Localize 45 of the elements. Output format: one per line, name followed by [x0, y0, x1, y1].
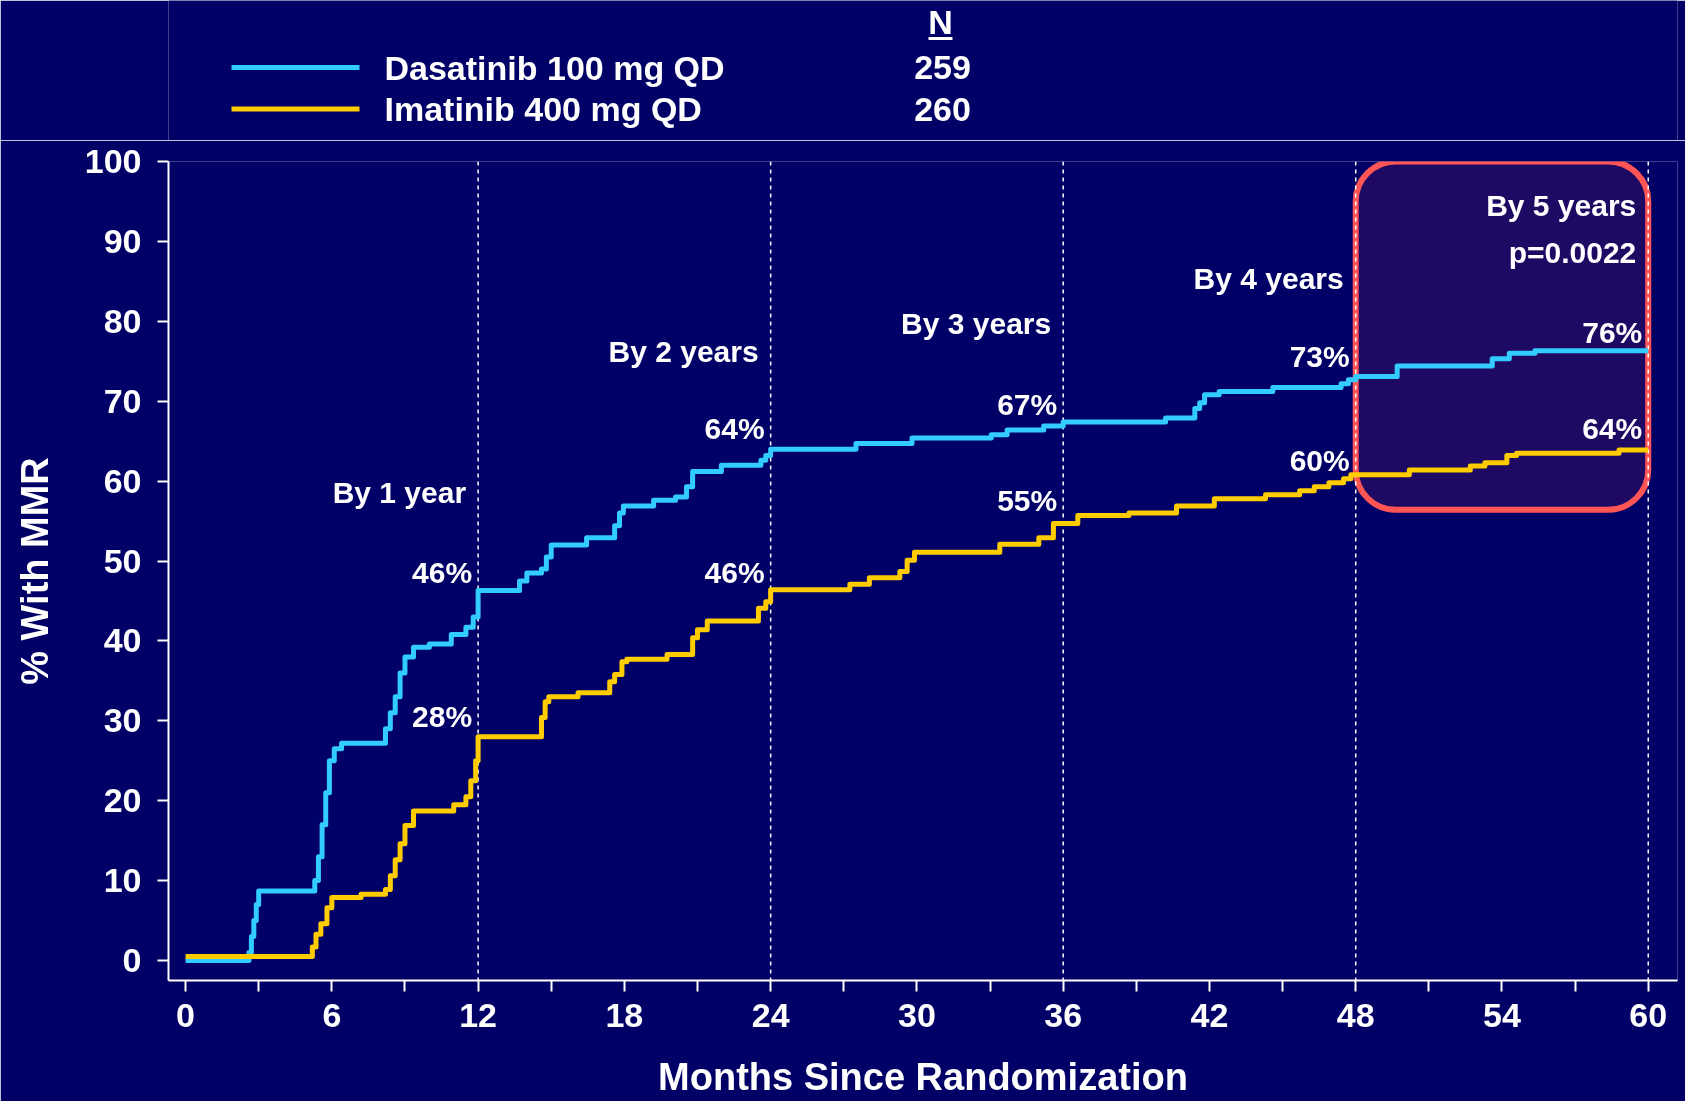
annotation: 60%: [1289, 444, 1350, 478]
annotation: 67%: [997, 388, 1058, 422]
legend-title: N: [928, 3, 953, 41]
legend-label: Dasatinib 100 mg QD: [384, 48, 725, 87]
annotation: 55%: [997, 484, 1058, 518]
annotation: 28%: [412, 699, 473, 733]
y-axis-title: % With MMR: [13, 457, 56, 685]
y-tick-label: 20: [103, 781, 142, 820]
annotation: p=0.0022: [1508, 236, 1637, 270]
y-tick-label: 10: [103, 861, 142, 900]
ref-line-label: By 3 years: [901, 307, 1052, 341]
annotation: 73%: [1289, 340, 1350, 374]
x-tick-label: 60: [1629, 995, 1668, 1034]
annotation: 46%: [704, 555, 765, 589]
annotation: 46%: [412, 555, 473, 589]
text: 260: [914, 89, 971, 128]
x-tick-label: 24: [751, 995, 790, 1034]
x-tick-label: 6: [322, 995, 342, 1034]
x-axis-title: Months Since Randomization: [658, 1055, 1188, 1098]
x-tick-label: 0: [176, 995, 196, 1034]
ref-line-label: By 1 year: [332, 476, 467, 510]
ref-line-label: By 4 years: [1193, 261, 1344, 295]
y-tick-label: 50: [103, 541, 142, 580]
y-tick-label: 70: [103, 381, 142, 420]
annotation: 76%: [1582, 316, 1643, 350]
x-tick-label: 12: [459, 995, 498, 1034]
annotation: 64%: [704, 412, 765, 446]
x-tick-label: 36: [1044, 995, 1083, 1034]
x-tick-label: 54: [1483, 995, 1521, 1034]
legend-label: Imatinib 400 mg QD: [384, 90, 702, 128]
x-tick-label: 30: [898, 995, 936, 1034]
ref-line-label: By 5 years: [1486, 189, 1637, 223]
y-tick-label: 60: [103, 461, 142, 500]
y-tick-label: 0: [122, 941, 142, 980]
y-tick-label: 100: [84, 142, 142, 180]
y-tick-label: 80: [103, 301, 142, 340]
y-tick-label: 30: [103, 701, 142, 740]
annotation: 64%: [1582, 412, 1643, 446]
x-tick-label: 18: [605, 995, 644, 1034]
text: 259: [914, 48, 971, 86]
ref-line-label: By 2 years: [608, 334, 759, 368]
x-tick-label: 42: [1190, 995, 1229, 1034]
y-tick-label: 40: [103, 621, 142, 660]
x-tick-label: 48: [1336, 995, 1375, 1034]
y-tick-label: 90: [103, 221, 142, 260]
